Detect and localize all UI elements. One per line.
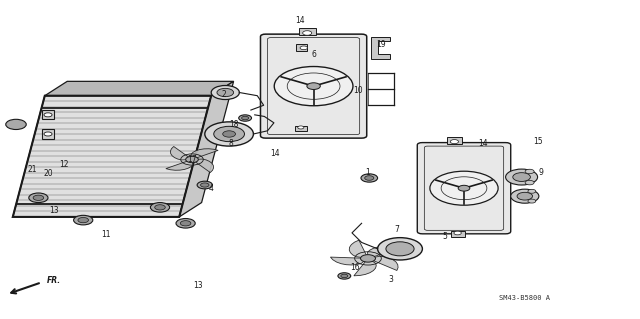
Text: 1: 1 [365,168,371,177]
Polygon shape [299,28,316,35]
Text: 6: 6 [311,50,316,59]
Circle shape [517,192,532,200]
Text: SM43-B5800 A: SM43-B5800 A [499,295,550,301]
Polygon shape [349,240,368,258]
Text: 9: 9 [538,168,543,177]
Polygon shape [371,37,390,59]
Circle shape [217,88,234,97]
Circle shape [506,169,538,185]
Circle shape [303,31,312,35]
Polygon shape [354,258,376,276]
Text: 17: 17 [187,155,197,164]
Text: 13: 13 [193,281,204,290]
Circle shape [511,189,539,203]
Circle shape [525,169,534,174]
Polygon shape [170,146,192,160]
Circle shape [176,219,195,228]
Text: 20: 20 [43,169,53,178]
Circle shape [275,67,353,106]
Polygon shape [296,44,307,51]
Circle shape [44,113,52,117]
Circle shape [205,122,253,146]
Circle shape [44,132,52,136]
Circle shape [458,185,470,191]
Circle shape [78,218,88,223]
Circle shape [74,215,93,225]
Text: FR.: FR. [47,276,61,285]
Text: 21: 21 [28,165,36,174]
Circle shape [200,183,209,187]
Text: 11: 11 [101,230,110,239]
Circle shape [365,176,374,180]
Circle shape [6,119,26,130]
Circle shape [197,181,212,189]
Polygon shape [42,110,54,119]
Polygon shape [191,149,218,160]
Circle shape [242,116,249,120]
Circle shape [155,205,165,210]
Text: 19: 19 [376,40,386,49]
Text: 15: 15 [532,137,543,146]
Circle shape [180,221,191,226]
Polygon shape [45,81,234,96]
Polygon shape [330,257,368,265]
Circle shape [361,174,378,182]
Text: 10: 10 [353,86,364,95]
Circle shape [360,255,376,262]
Circle shape [223,131,236,137]
Text: 14: 14 [270,149,280,158]
Polygon shape [13,96,211,217]
Circle shape [528,189,536,193]
FancyBboxPatch shape [260,34,367,138]
Text: 16: 16 [350,263,360,272]
Circle shape [451,140,458,144]
Circle shape [525,180,534,185]
Circle shape [211,85,239,100]
Polygon shape [179,81,234,217]
Text: 18: 18 [229,120,238,129]
Text: 7: 7 [394,225,399,234]
Text: 14: 14 [478,139,488,148]
Polygon shape [367,246,400,258]
Polygon shape [42,130,54,138]
Circle shape [150,203,170,212]
Text: 12: 12 [60,160,68,169]
Circle shape [300,46,307,50]
Polygon shape [192,159,214,173]
Circle shape [239,115,252,121]
Circle shape [338,273,351,279]
Circle shape [430,171,498,205]
Circle shape [29,193,48,203]
Polygon shape [368,256,398,271]
Circle shape [186,156,198,163]
Circle shape [386,242,414,256]
Circle shape [298,126,304,129]
Circle shape [214,126,244,142]
Circle shape [33,195,44,200]
Circle shape [513,173,531,182]
Polygon shape [295,126,307,131]
Circle shape [528,199,536,203]
Polygon shape [451,231,465,237]
FancyBboxPatch shape [417,143,511,234]
Text: 3: 3 [388,275,393,284]
Text: 5: 5 [442,232,447,241]
Text: 2: 2 [221,90,227,99]
Text: 4: 4 [209,184,214,193]
Text: 14: 14 [294,16,305,25]
Circle shape [454,231,461,235]
Circle shape [378,238,422,260]
Polygon shape [166,160,193,170]
Text: 13: 13 [49,206,60,215]
Text: 8: 8 [228,139,233,148]
Polygon shape [447,137,462,144]
Circle shape [341,274,348,278]
Circle shape [307,83,321,90]
